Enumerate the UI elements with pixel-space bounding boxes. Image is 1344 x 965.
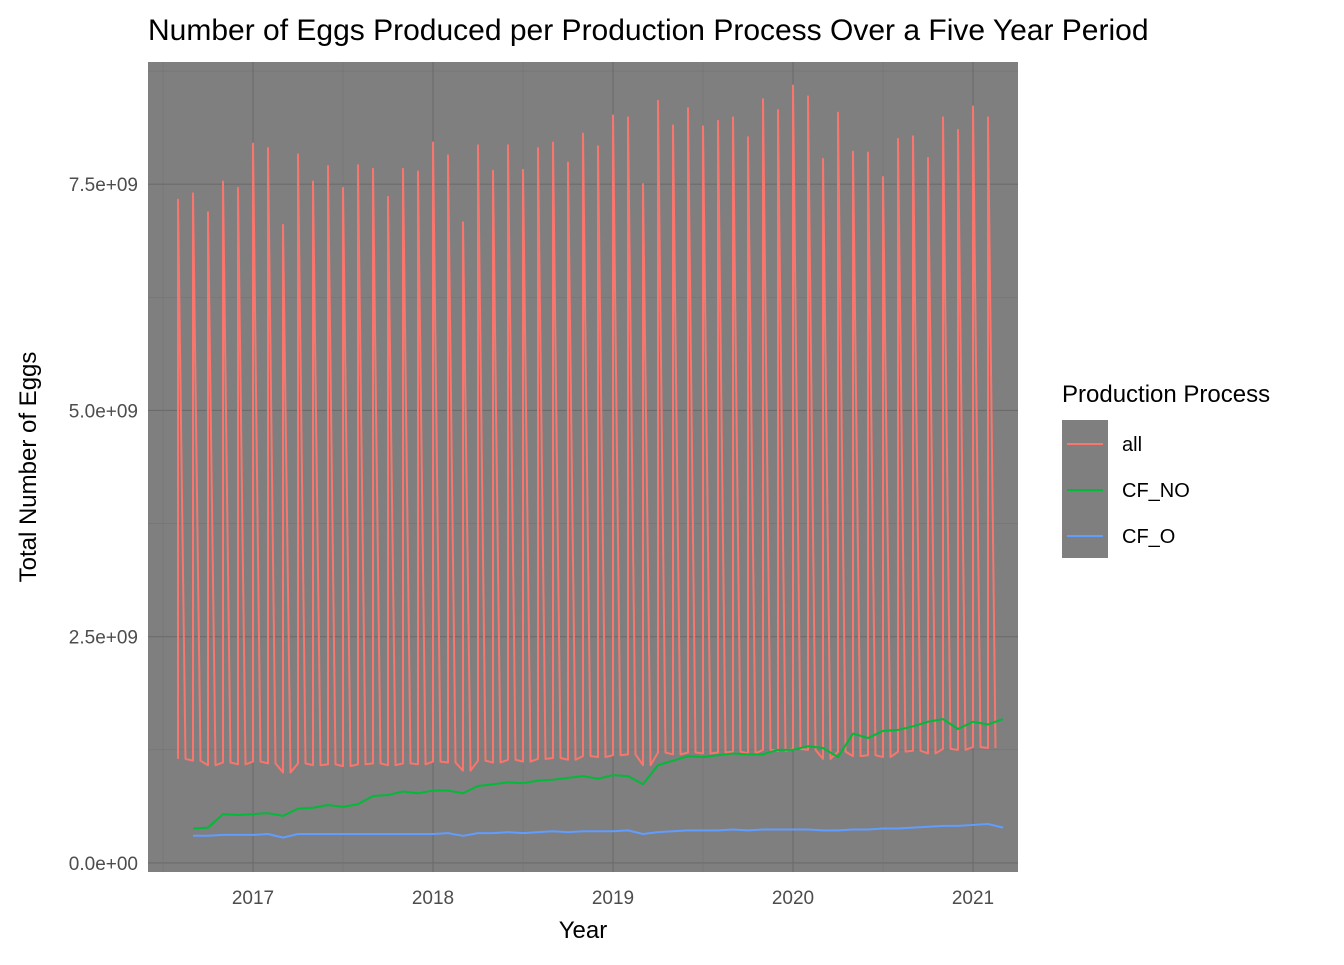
series-lines [177, 84, 1004, 839]
y-axis-label: Total Number of Eggs [15, 352, 42, 583]
x-tick-label: 2018 [412, 888, 454, 909]
y-tick-label: 5.0e+09 [69, 401, 138, 422]
series-line-cf-o [193, 823, 1004, 839]
legend: Production Process all CF_NO CF_O [1062, 381, 1270, 558]
legend-label: CF_O [1122, 526, 1175, 548]
x-axis-label: Year [559, 917, 608, 944]
legend-label: CF_NO [1122, 480, 1190, 502]
y-tick-label: 0.0e+00 [69, 854, 138, 875]
chart-title: Number of Eggs Produced per Production P… [148, 14, 1149, 47]
y-tick-label: 7.5e+09 [69, 175, 138, 196]
series-line-all [177, 84, 997, 774]
legend-title: Production Process [1062, 381, 1270, 408]
y-axis-ticks: 0.0e+00 2.5e+09 5.0e+09 7.5e+09 [69, 175, 138, 875]
x-tick-label: 2017 [232, 888, 274, 909]
x-axis-ticks: 2017 2018 2019 2020 2021 [232, 888, 994, 909]
series-line-cf-no [192, 718, 1004, 830]
y-tick-label: 2.5e+09 [69, 628, 138, 649]
x-tick-label: 2021 [952, 888, 994, 909]
legend-label: all [1122, 434, 1142, 456]
x-tick-label: 2019 [592, 888, 634, 909]
x-tick-label: 2020 [772, 888, 814, 909]
